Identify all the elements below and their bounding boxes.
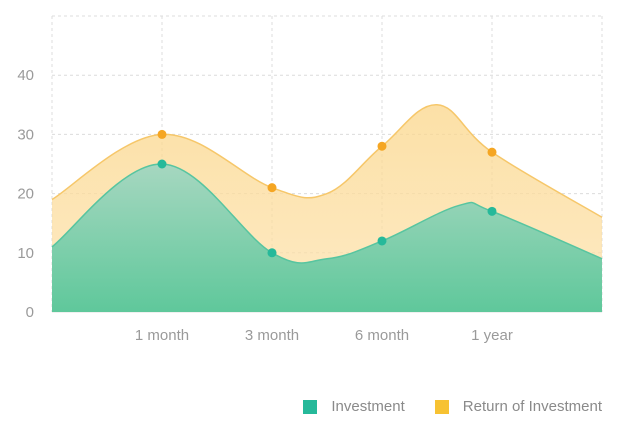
series-areas (51, 104, 603, 312)
y-tick-label: 30 (17, 126, 34, 143)
point-investment[interactable] (267, 248, 277, 258)
area-investment (52, 163, 602, 312)
point-return-of-investment[interactable] (377, 141, 387, 151)
legend-label-investment: Investment (331, 398, 405, 415)
y-tick-label: 0 (26, 304, 34, 321)
x-tick-label: 6 month (355, 327, 409, 344)
x-tick-label: 1 month (135, 327, 189, 344)
y-tick-label: 20 (17, 186, 34, 203)
point-investment[interactable] (487, 206, 497, 216)
y-tick-label: 40 (17, 67, 34, 84)
point-return-of-investment[interactable] (487, 147, 497, 157)
x-axis-ticks: 1 month 3 month 6 month 1 year (135, 327, 513, 344)
legend-label-roi: Return of Investment (462, 398, 602, 415)
x-tick-label: 1 year (471, 327, 513, 344)
point-investment[interactable] (377, 236, 387, 246)
legend-item-roi[interactable]: Return of Investment (434, 398, 602, 415)
legend: Investment Return of Investment (303, 398, 602, 415)
y-tick-label: 10 (17, 245, 34, 262)
legend-swatch-investment (303, 399, 318, 414)
legend-swatch-roi (434, 399, 449, 414)
data-points (157, 129, 497, 258)
point-return-of-investment[interactable] (157, 129, 167, 139)
point-return-of-investment[interactable] (267, 183, 277, 193)
point-investment[interactable] (157, 159, 167, 169)
y-axis-ticks: 0 10 20 30 40 (17, 67, 34, 321)
legend-item-investment[interactable]: Investment (303, 398, 405, 415)
x-tick-label: 3 month (245, 327, 299, 344)
